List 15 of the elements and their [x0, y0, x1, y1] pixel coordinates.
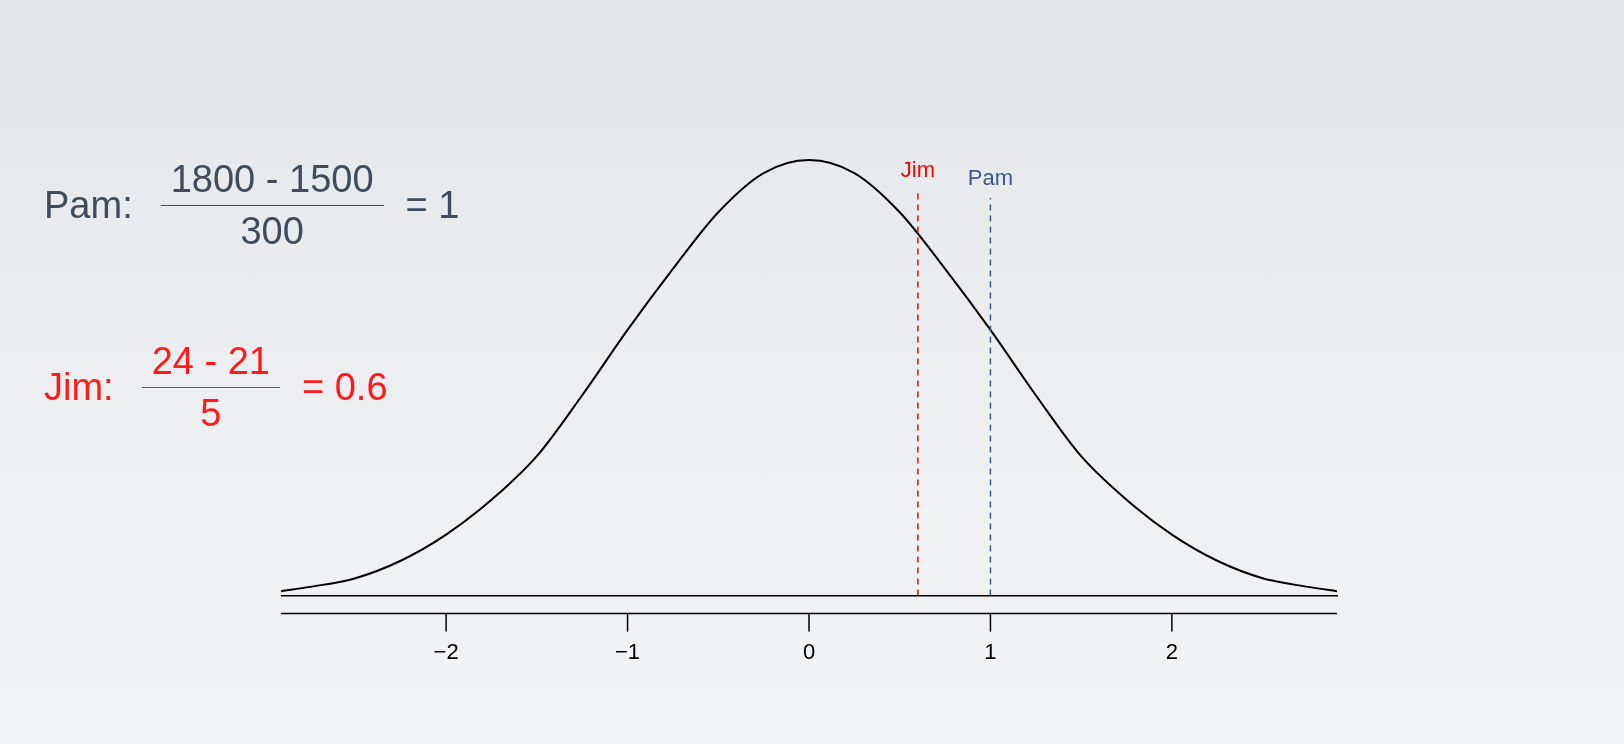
- ref-line-label: Jim: [900, 157, 935, 183]
- text: Pam:: [44, 184, 133, 227]
- text: Jim:: [44, 366, 114, 409]
- annotation: = 0.6: [301, 366, 388, 409]
- x-tick-label: 2: [1165, 638, 1179, 664]
- annotation: 1800 - 1500: [169, 158, 375, 202]
- annotation: = 1: [405, 184, 460, 227]
- x-tick-label: 0: [802, 638, 816, 664]
- text: 24 - 21: [150, 340, 271, 384]
- x-tick-label: 1: [984, 638, 997, 664]
- annotation: 300: [240, 209, 304, 253]
- ref-line-label: Pam: [967, 165, 1014, 191]
- text: 5: [200, 391, 222, 435]
- x-tick-label: −1: [615, 638, 641, 664]
- x-tick-label: −2: [433, 638, 459, 664]
